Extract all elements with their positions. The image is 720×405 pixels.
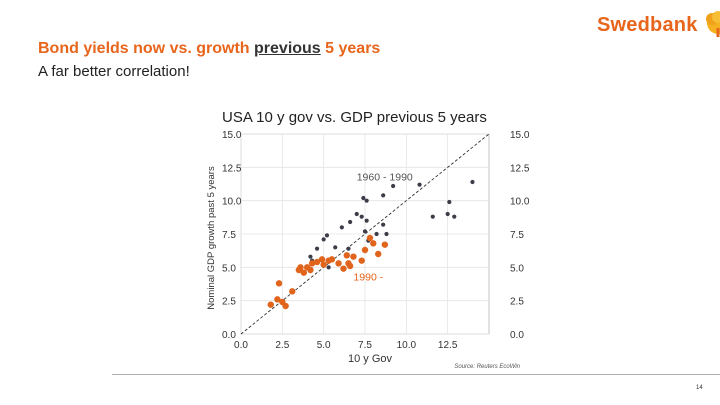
x-tick-label: 7.5 [358,340,372,351]
swedbank-logo: Swedbank [597,10,720,40]
y-tick-label-right: 15.0 [510,130,530,141]
y-tick-label-left: 15.0 [222,130,242,141]
y-tick-label-left: 2.5 [222,297,236,308]
data-point-1990-onward [297,264,304,271]
data-point-1990-onward [300,269,308,276]
data-point-1960-1990 [447,199,452,205]
data-point-1960-1990 [391,183,396,189]
data-point-1990-onward [275,280,283,287]
data-point-1990-onward [274,296,281,303]
data-point-1990-onward [282,302,289,310]
data-point-1960-1990 [354,211,359,217]
data-point-1990-onward [267,301,274,308]
data-point-1990-onward [346,262,354,270]
data-point-1960-1990 [384,231,389,237]
data-point-1960-1990 [417,182,422,187]
data-point-1990-onward [361,246,369,254]
data-point-1960-1990 [321,237,326,242]
data-point-1990-onward [313,258,321,266]
footer-divider [112,374,720,375]
y-tick-label-left: 12.5 [222,163,242,174]
y-tick-label-right: 2.5 [510,297,524,308]
data-point-1960-1990 [362,229,368,234]
title-underlined-word: previous [254,40,321,57]
data-point-1960-1990 [361,195,366,201]
data-point-1990-onward [328,256,336,263]
data-point-1990-onward [366,234,374,242]
y-tick-label-left: 5.0 [222,263,236,274]
y-tick-label-left: 7.5 [222,230,236,241]
data-point-1960-1990 [346,246,351,251]
y-tick-label-right: 0.0 [510,330,524,341]
x-tick-label: 5.0 [317,340,331,351]
data-point-1990-onward [307,266,314,274]
data-point-1990-onward [318,256,326,263]
x-tick-label: 2.5 [275,340,289,351]
data-point-1990-onward [358,257,365,264]
y-tick-label-right: 12.5 [510,163,530,174]
data-point-1960-1990 [452,214,457,219]
data-point-1960-1990 [348,219,353,225]
y-tick-label-right: 7.5 [510,230,524,241]
data-point-1960-1990 [308,254,313,259]
data-point-1960-1990 [326,265,331,270]
slide-subtitle: A far better correlation! [38,63,190,80]
data-point-1960-1990 [470,179,475,185]
chart-title: USA 10 y gov vs. GDP previous 5 years [222,109,487,126]
reference-line [240,133,490,335]
slide-title: Bond yields now vs. growth previous 5 ye… [38,40,381,57]
data-point-1960-1990 [381,222,386,227]
data-point-1960-1990 [374,231,379,237]
data-point-1960-1990 [333,245,338,250]
data-point-1990-onward [340,265,347,272]
x-tick-label: 12.5 [438,340,458,351]
annotation-1960-1990: 1960 - 1990 [357,172,413,184]
data-point-1990-onward [308,260,316,267]
x-axis-label: 10 y Gov [348,353,393,365]
x-tick-label: 0.0 [234,340,248,351]
data-point-1990-onward [370,240,377,247]
brand-name: Swedbank [597,13,698,36]
data-point-1990-onward [381,241,389,248]
scatter-chart: USA 10 y gov vs. GDP previous 5 years 0.0… [206,109,530,370]
y-tick-label-right: 5.0 [510,263,524,274]
y-tick-label-left: 10.0 [222,197,242,208]
data-point-1960-1990 [359,214,364,219]
data-point-1960-1990 [364,198,369,203]
source-note: Source: Reuters EcoWin [454,364,520,370]
data-point-1990-onward [289,288,296,295]
data-point-1990-onward [350,253,357,260]
y-tick-label-right: 10.0 [510,197,530,208]
data-point-1960-1990 [364,218,369,223]
x-tick-label: 10.0 [397,340,417,351]
annotation-1990-onward: 1990 - [353,272,383,284]
oak-tree-icon [705,11,720,37]
data-point-1960-1990 [430,214,435,219]
y-axis-label: Nominal GDP growth past 5 years [206,166,217,310]
data-point-1960-1990 [339,225,344,230]
page-number: 14 [696,385,703,391]
data-point-1960-1990 [314,246,320,251]
data-point-1960-1990 [324,233,330,238]
data-point-1960-1990 [381,193,386,198]
data-point-1960-1990 [445,211,450,217]
data-point-1990-onward [320,261,327,268]
data-point-1990-onward [343,252,351,259]
y-tick-label-left: 0.0 [222,330,236,341]
data-point-1990-onward [335,260,342,267]
data-point-1990-onward [375,250,382,258]
